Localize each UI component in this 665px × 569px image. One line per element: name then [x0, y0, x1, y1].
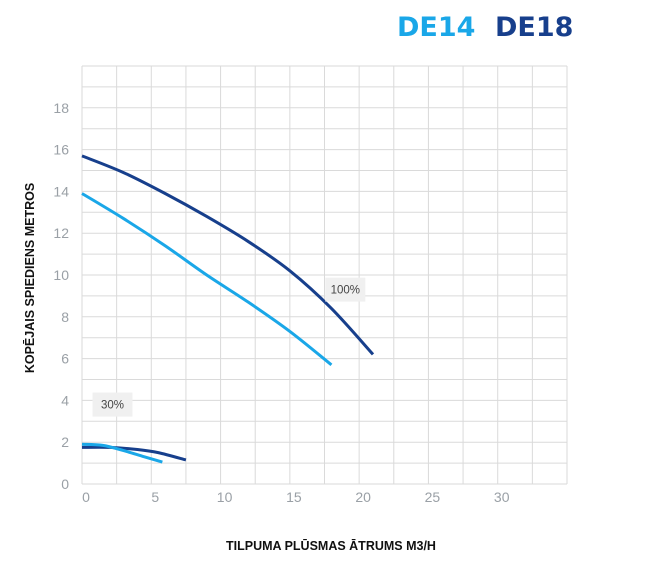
x-tick-label: 10 — [217, 489, 233, 505]
y-tick-label: 14 — [53, 183, 69, 199]
x-tick-label: 0 — [82, 489, 90, 505]
y-tick-label: 12 — [53, 225, 69, 241]
y-tick-label: 0 — [61, 476, 69, 492]
x-tick-label: 25 — [425, 489, 441, 505]
y-tick-label: 6 — [61, 351, 69, 367]
y-tick-label: 16 — [53, 142, 69, 158]
y-tick-label: 2 — [61, 434, 69, 450]
series-line-de18-100pct — [82, 156, 373, 355]
annotation-label: 30% — [101, 400, 124, 412]
y-tick-label: 18 — [53, 100, 69, 116]
tick-labels: 0 5 10 15 20 25 30 0 2 4 6 8 10 12 14 16 18 — [53, 100, 509, 505]
annotation-label: 100% — [331, 285, 360, 297]
x-tick-label: 20 — [355, 489, 371, 505]
series-line-de14-100pct — [82, 193, 331, 364]
y-axis-label: KOPĒJAIS SPIEDIENS METROS — [23, 183, 37, 373]
x-tick-label: 30 — [494, 489, 510, 505]
x-tick-label: 5 — [151, 489, 159, 505]
y-tick-label: 4 — [61, 392, 69, 408]
grid — [82, 66, 567, 484]
y-tick-label: 8 — [61, 309, 69, 325]
x-axis-label: TILPUMA PLŪSMAS ĀTRUMS M3/H — [226, 539, 436, 553]
y-tick-label: 10 — [53, 267, 69, 283]
x-tick-label: 15 — [286, 489, 302, 505]
